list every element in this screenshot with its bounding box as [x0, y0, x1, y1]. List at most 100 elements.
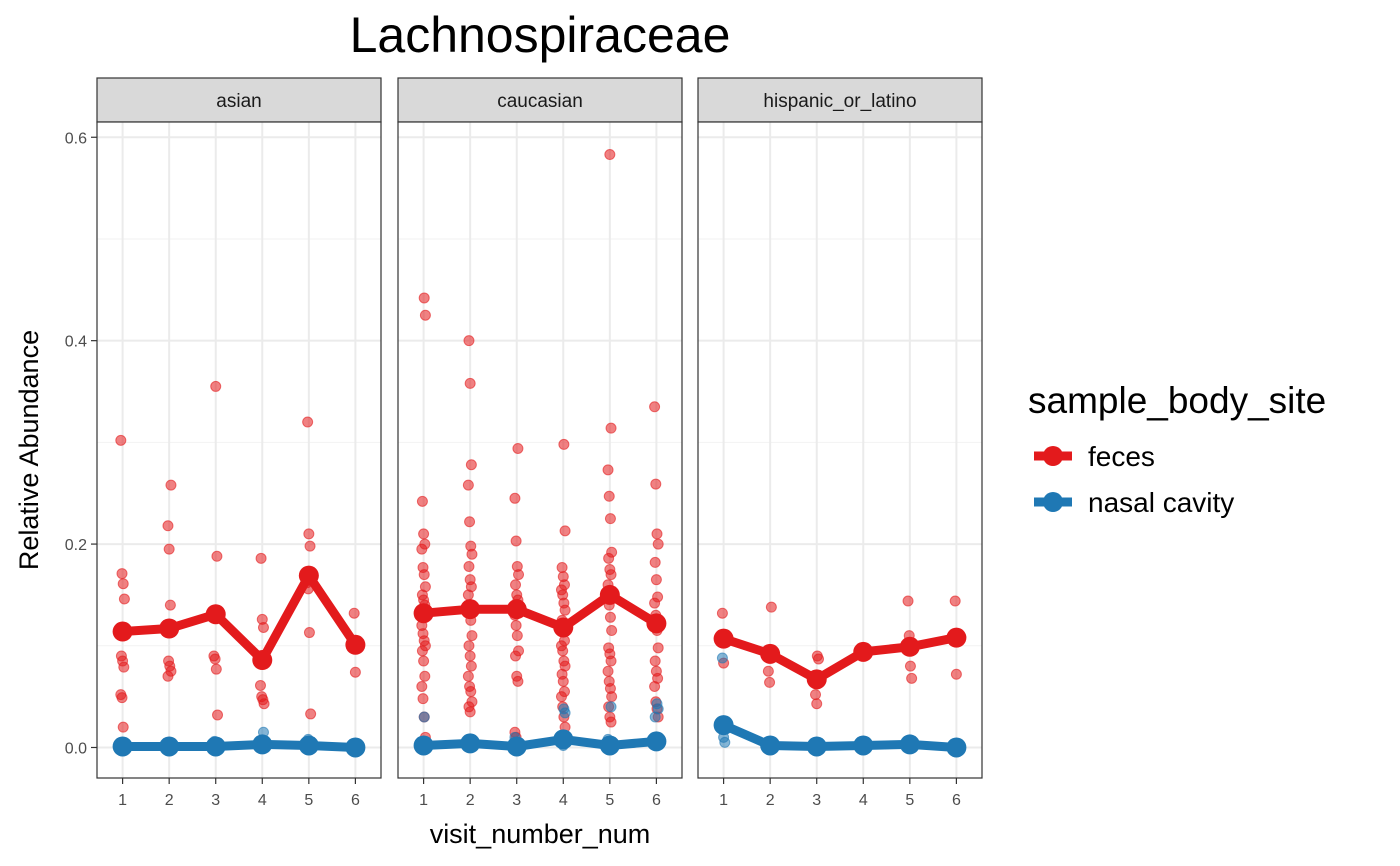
panel-background — [97, 122, 381, 778]
data-point-feces — [115, 434, 127, 446]
series-line-nasal-cavity — [419, 734, 661, 751]
series-marker-feces — [460, 599, 481, 620]
series-marker-nasal-cavity — [713, 715, 734, 736]
y-tick-label: 0.2 — [65, 537, 87, 554]
data-point-feces — [302, 416, 314, 428]
series-marker-nasal-cavity — [760, 735, 781, 756]
legend: sample_body_site feces nasal cavity — [1028, 380, 1326, 518]
data-point-feces — [904, 660, 916, 672]
data-point-feces — [304, 540, 316, 552]
data-point-feces — [117, 721, 129, 733]
data-point-feces — [418, 292, 430, 304]
data-point-feces — [605, 569, 617, 581]
data-point-feces — [117, 578, 129, 590]
x-tick-label: 2 — [466, 792, 475, 809]
x-tick-label: 6 — [952, 792, 961, 809]
series-marker-feces — [946, 627, 967, 648]
data-point-feces — [419, 670, 431, 682]
legend-label: feces — [1088, 441, 1155, 472]
data-point-feces — [605, 655, 617, 667]
x-tick-label: 6 — [351, 792, 360, 809]
x-tick-label: 4 — [559, 792, 568, 809]
facet-strip — [96, 77, 382, 123]
data-point-feces — [419, 309, 431, 321]
series-marker-feces — [553, 617, 574, 638]
series-marker-feces — [159, 618, 180, 639]
x-tick-label: 2 — [165, 792, 174, 809]
data-point-feces — [465, 686, 477, 698]
data-point-feces — [606, 625, 618, 637]
data-point-feces — [258, 698, 270, 710]
series-marker-nasal-cavity — [112, 736, 133, 757]
data-point-feces — [902, 595, 914, 607]
data-point-feces — [303, 528, 315, 540]
series-marker-nasal-cavity — [252, 734, 273, 755]
series-marker-nasal-cavity — [159, 736, 180, 757]
series-marker-nasal-cavity — [345, 737, 366, 758]
data-point-feces — [510, 535, 522, 547]
facet-strip-label: asian — [216, 91, 261, 112]
data-point-feces — [116, 568, 128, 580]
data-point-feces — [559, 525, 571, 537]
data-point-feces — [510, 650, 522, 662]
series-marker-nasal-cavity — [460, 733, 481, 754]
data-point-feces — [556, 561, 568, 573]
data-point-feces — [163, 543, 175, 555]
data-point-feces — [559, 604, 571, 616]
data-point-feces — [605, 716, 617, 728]
data-point-feces — [466, 548, 478, 560]
series-marker-nasal-cavity — [298, 735, 319, 756]
series-marker-nasal-cavity — [413, 735, 434, 756]
data-point-feces — [557, 675, 569, 687]
data-point-feces — [604, 149, 616, 161]
data-point-feces — [162, 670, 174, 682]
data-point-feces — [764, 676, 776, 688]
data-point-feces — [464, 706, 476, 718]
x-tick-label: 4 — [859, 792, 868, 809]
data-point-feces — [254, 679, 266, 691]
data-point-feces — [652, 642, 664, 654]
data-point-feces — [349, 666, 361, 678]
data-point-feces — [949, 595, 961, 607]
series-marker-feces — [112, 621, 133, 642]
panel-border — [397, 121, 683, 779]
data-point-nasal-cavity — [418, 711, 430, 723]
data-point-feces — [211, 550, 223, 562]
series-marker-feces — [899, 636, 920, 657]
data-point-feces — [651, 528, 663, 540]
data-point-feces — [649, 401, 661, 413]
data-point-feces — [906, 672, 918, 684]
data-point-feces — [604, 611, 616, 623]
data-point-feces — [558, 438, 570, 450]
data-point-feces — [210, 380, 222, 392]
data-point-nasal-cavity — [716, 652, 728, 664]
data-point-feces — [464, 377, 476, 389]
series-marker-feces — [205, 604, 226, 625]
facet-panel-hispanic-or-latino: hispanic_or_latino 1 2 3 4 5 6 — [697, 77, 983, 809]
series-marker-nasal-cavity — [853, 735, 874, 756]
series-marker-feces — [713, 628, 734, 649]
x-tick-label: 5 — [605, 792, 614, 809]
series-marker-nasal-cavity — [205, 736, 226, 757]
facet-panel-asian: asian 1 2 3 4 5 6 — [96, 77, 382, 809]
data-point-feces — [257, 621, 269, 633]
data-point-feces — [765, 601, 777, 613]
data-point-nasal-cavity — [559, 707, 571, 719]
series-marker-feces — [252, 650, 273, 671]
data-point-feces — [512, 442, 524, 454]
series-marker-feces — [760, 643, 781, 664]
data-point-feces — [604, 513, 616, 525]
data-point-feces — [165, 479, 177, 491]
series-marker-nasal-cavity — [646, 731, 667, 752]
data-point-feces — [210, 663, 222, 675]
data-point-feces — [463, 640, 475, 652]
data-point-feces — [649, 597, 661, 609]
data-point-feces — [348, 607, 360, 619]
facet-strip-label: hispanic_or_latino — [763, 91, 916, 112]
data-point-feces — [462, 670, 474, 682]
data-point-feces — [118, 661, 130, 673]
data-point-feces — [650, 478, 662, 490]
series-marker-feces — [298, 565, 319, 586]
